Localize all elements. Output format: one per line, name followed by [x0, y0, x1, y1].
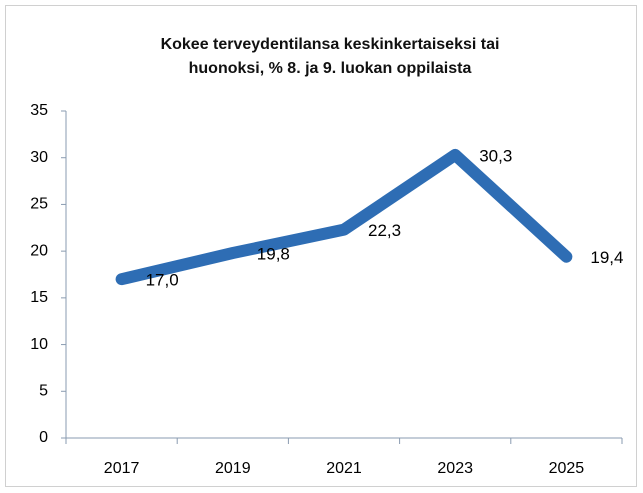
data-label: 17,0	[146, 271, 179, 290]
data-label: 22,3	[368, 221, 401, 240]
x-tick-label: 2023	[437, 460, 473, 477]
y-tick-label: 10	[30, 336, 48, 353]
x-tick-label: 2025	[549, 460, 585, 477]
data-label: 19,4	[590, 248, 623, 267]
chart-title: huonoksi, % 8. ja 9. luokan oppilaista	[189, 60, 472, 77]
y-tick-label: 20	[30, 242, 48, 259]
data-label: 30,3	[479, 146, 512, 165]
y-tick-label: 25	[30, 196, 48, 213]
chart-border	[5, 5, 637, 487]
chart-title: Kokee terveydentilansa keskinkertaiseksi…	[161, 36, 500, 53]
y-tick-label: 30	[30, 149, 48, 166]
x-tick-label: 2017	[104, 460, 140, 477]
y-tick-label: 0	[39, 429, 48, 446]
data-line	[115, 148, 573, 286]
y-tick-label: 15	[30, 289, 48, 306]
x-tick-label: 2021	[326, 460, 362, 477]
data-label: 19,8	[257, 244, 290, 263]
y-tick-label: 35	[30, 102, 48, 119]
y-tick-label: 5	[39, 383, 48, 400]
x-tick-label: 2019	[215, 460, 251, 477]
